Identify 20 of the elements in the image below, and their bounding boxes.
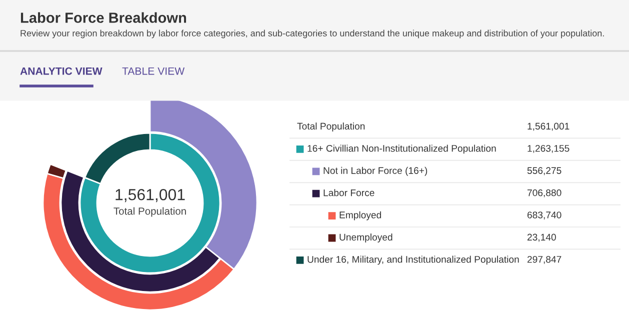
category-label: Labor Force xyxy=(324,189,374,196)
text: 1,561,001 xyxy=(528,122,570,131)
text: ANALYTIC VIEW xyxy=(20,67,102,75)
data-label: 706,880 xyxy=(527,189,562,198)
text: TABLE VIEW xyxy=(122,67,185,75)
text: 1,561,001 xyxy=(116,188,185,202)
category-label: Under 16, Military, and Institutionalized Population xyxy=(308,256,519,265)
text: Total Population xyxy=(297,122,365,132)
category-label: Employed xyxy=(340,211,381,220)
text: Total Population xyxy=(114,207,186,217)
data-label: 683,740 xyxy=(527,212,562,220)
data-label: 1,263,155 xyxy=(528,144,570,153)
category-label: 16+ Civillian Non-Institutionalized Population xyxy=(308,144,496,154)
category-label: Unemployed xyxy=(340,234,392,242)
data-label: 297,847 xyxy=(527,256,562,264)
text: Review your region breakdown by labor force categories, and sub-categories to understand the unique makeup and distribution of your population. xyxy=(20,30,604,38)
data-label: 23,140 xyxy=(527,234,556,242)
category-label: Not in Labor Force (16+) xyxy=(324,166,428,176)
text: Labor Force Breakdown xyxy=(20,12,186,23)
data-label: 556,275 xyxy=(527,167,562,176)
